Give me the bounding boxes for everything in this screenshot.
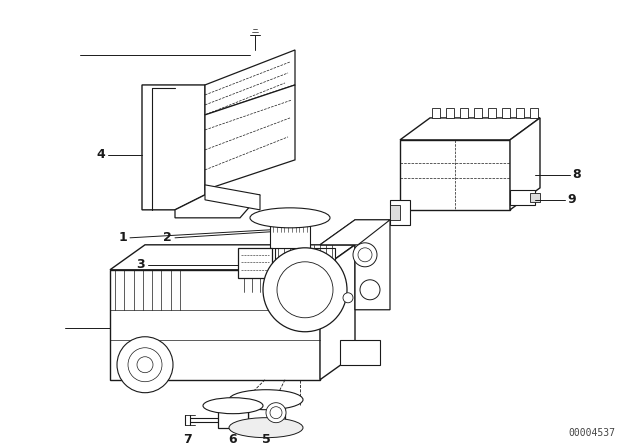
- Polygon shape: [400, 118, 540, 140]
- Polygon shape: [270, 220, 310, 248]
- Polygon shape: [142, 85, 205, 210]
- Text: 00004537: 00004537: [568, 428, 615, 438]
- Circle shape: [263, 248, 347, 332]
- Circle shape: [128, 348, 162, 382]
- Polygon shape: [460, 108, 468, 118]
- Polygon shape: [502, 108, 510, 118]
- Ellipse shape: [229, 418, 303, 438]
- Ellipse shape: [229, 390, 303, 409]
- Polygon shape: [205, 85, 295, 190]
- Circle shape: [137, 357, 153, 373]
- Polygon shape: [275, 248, 335, 270]
- Ellipse shape: [203, 398, 263, 414]
- Circle shape: [343, 293, 353, 303]
- Polygon shape: [400, 140, 510, 210]
- Polygon shape: [238, 248, 272, 278]
- Polygon shape: [432, 108, 440, 118]
- Text: 6: 6: [228, 433, 237, 446]
- Polygon shape: [218, 406, 248, 428]
- Text: 5: 5: [262, 433, 270, 446]
- Polygon shape: [488, 108, 496, 118]
- Bar: [530, 193, 540, 202]
- Circle shape: [353, 243, 377, 267]
- Polygon shape: [510, 190, 535, 205]
- Polygon shape: [320, 220, 390, 310]
- Polygon shape: [340, 340, 380, 365]
- Polygon shape: [205, 50, 295, 115]
- Polygon shape: [446, 108, 454, 118]
- Text: 8: 8: [572, 168, 580, 181]
- Circle shape: [266, 403, 286, 422]
- Text: 9: 9: [567, 194, 575, 207]
- Polygon shape: [474, 108, 482, 118]
- Polygon shape: [175, 195, 260, 218]
- Polygon shape: [390, 200, 410, 225]
- Text: 7: 7: [184, 433, 193, 446]
- Polygon shape: [110, 270, 320, 380]
- Text: 3: 3: [136, 258, 145, 271]
- Polygon shape: [320, 220, 390, 245]
- Polygon shape: [516, 108, 524, 118]
- Circle shape: [270, 407, 282, 419]
- Text: 1: 1: [118, 231, 127, 244]
- Circle shape: [360, 280, 380, 300]
- Polygon shape: [110, 245, 355, 270]
- Ellipse shape: [250, 208, 330, 228]
- Polygon shape: [320, 245, 355, 380]
- Polygon shape: [390, 205, 400, 220]
- Circle shape: [117, 337, 173, 393]
- Circle shape: [277, 262, 333, 318]
- Polygon shape: [530, 108, 538, 118]
- Text: 2: 2: [163, 231, 172, 244]
- Polygon shape: [248, 400, 285, 428]
- Text: 4: 4: [96, 148, 105, 161]
- Circle shape: [358, 248, 372, 262]
- Polygon shape: [205, 185, 260, 210]
- Polygon shape: [510, 118, 540, 210]
